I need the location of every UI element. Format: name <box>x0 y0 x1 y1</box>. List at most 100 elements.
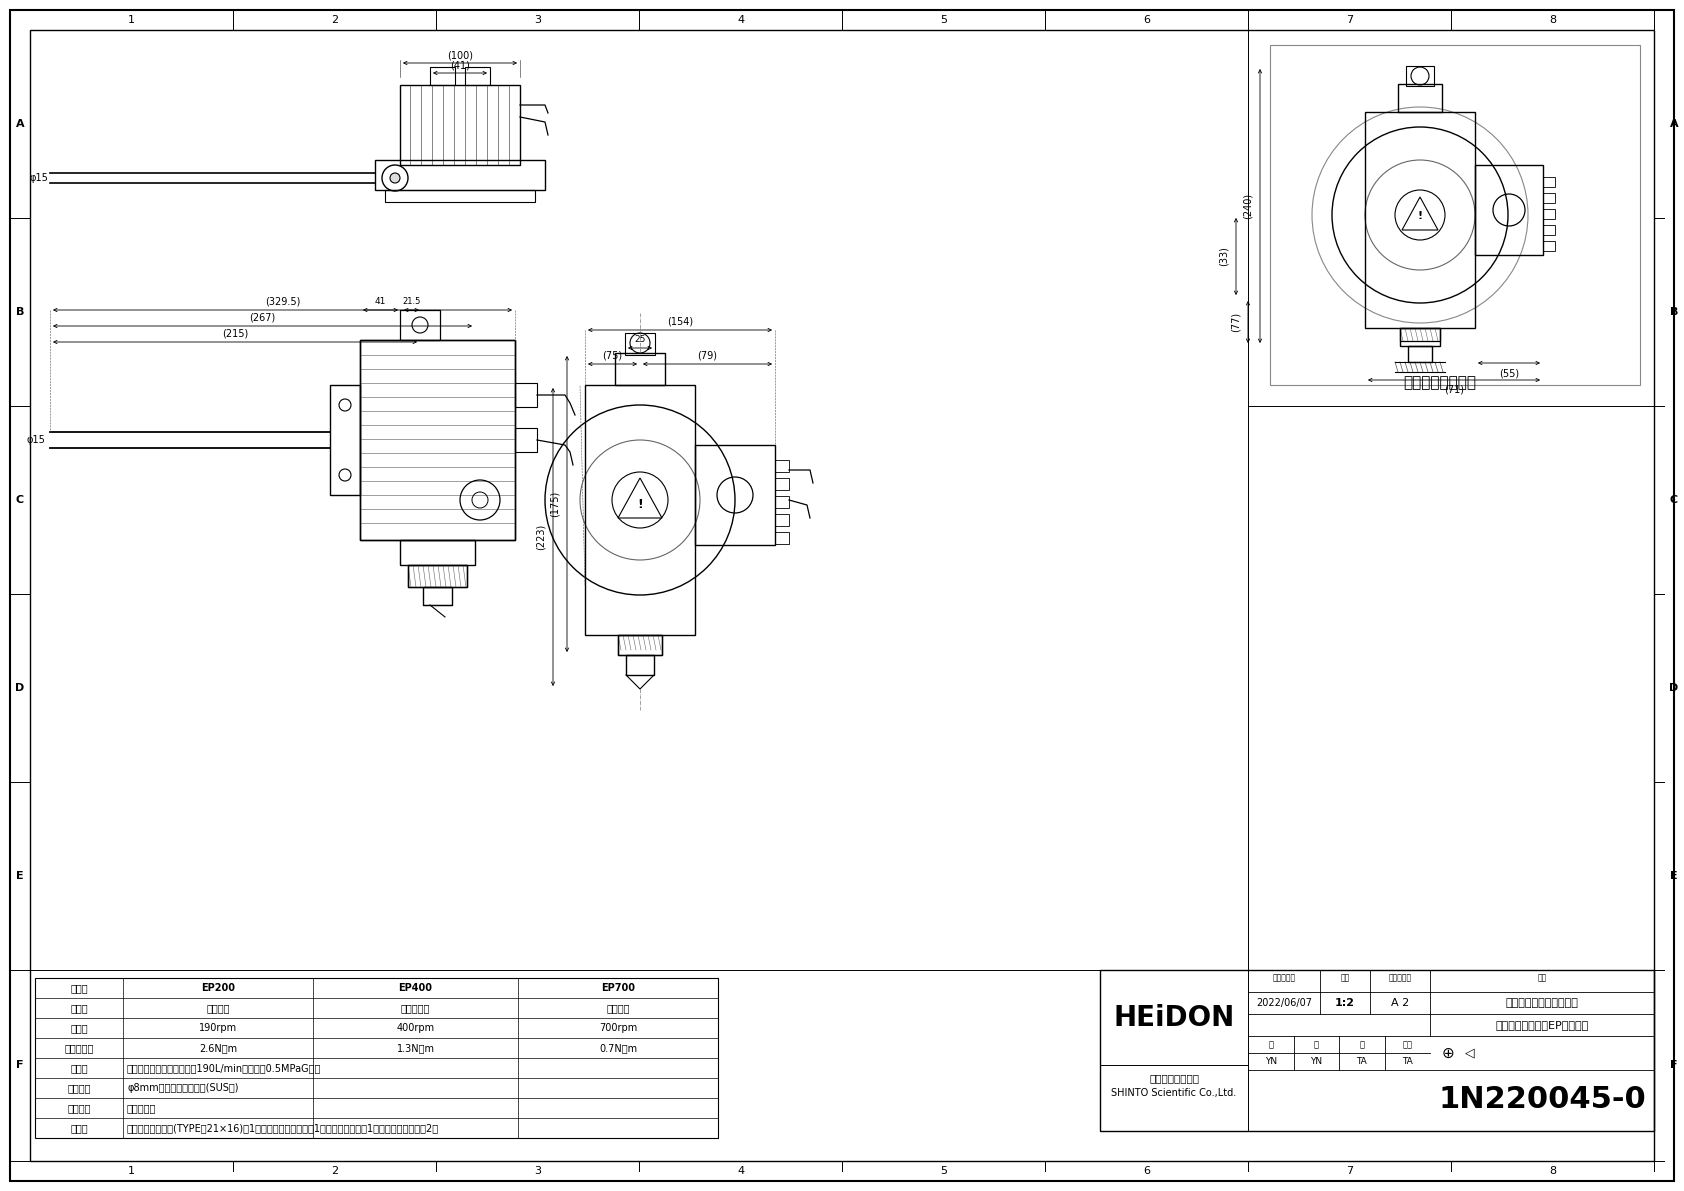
Circle shape <box>391 173 401 183</box>
Text: (55): (55) <box>1499 368 1519 378</box>
Text: 190rpm: 190rpm <box>199 1023 237 1033</box>
Text: 3: 3 <box>534 1166 541 1176</box>
Bar <box>1543 177 1554 187</box>
Bar <box>515 384 537 407</box>
Text: 2.6N・m: 2.6N・m <box>199 1043 237 1053</box>
Text: F: F <box>17 1060 24 1071</box>
Bar <box>1543 225 1554 235</box>
Text: エアーモータ防爆撹拌機: エアーモータ防爆撹拌機 <box>1505 998 1578 1008</box>
Text: 図面サイズ: 図面サイズ <box>1388 973 1411 983</box>
Bar <box>1270 45 1640 385</box>
Bar <box>1100 969 1654 1131</box>
Bar <box>1543 208 1554 219</box>
Bar <box>615 353 665 385</box>
Bar <box>401 540 475 565</box>
Bar <box>695 445 775 545</box>
Text: (33): (33) <box>1219 247 1229 267</box>
Text: (100): (100) <box>446 50 473 60</box>
Bar <box>1398 85 1442 112</box>
Text: 安全カバー装着時: 安全カバー装着時 <box>1403 375 1477 391</box>
Bar <box>775 478 790 490</box>
Text: HEiDON: HEiDON <box>1113 1004 1234 1031</box>
Text: 2022/06/07: 2022/06/07 <box>1256 998 1312 1008</box>
Text: 25: 25 <box>635 335 645 343</box>
Text: 審: 審 <box>1314 1040 1319 1049</box>
Text: 5: 5 <box>940 1166 946 1176</box>
Bar <box>1475 166 1543 255</box>
Bar <box>360 339 515 540</box>
Text: C: C <box>1671 495 1677 505</box>
Text: φ15: φ15 <box>29 173 49 183</box>
Bar <box>1408 347 1431 362</box>
Text: エアーモータ　最大消費量190L/min（無負荷0.5MPaG時）: エアーモータ 最大消費量190L/min（無負荷0.5MPaG時） <box>126 1064 322 1073</box>
Bar <box>376 160 546 191</box>
Text: SHINTO Scientific Co.,Ltd.: SHINTO Scientific Co.,Ltd. <box>1111 1089 1236 1098</box>
Text: (240): (240) <box>1243 193 1253 219</box>
Text: 4: 4 <box>738 1166 744 1176</box>
Text: 高粘度用: 高粘度用 <box>205 1003 229 1014</box>
Bar <box>1543 193 1554 202</box>
Bar <box>360 339 515 540</box>
Text: 計: 計 <box>1268 1040 1273 1049</box>
Text: A: A <box>1671 119 1679 129</box>
Text: EP400: EP400 <box>399 983 433 993</box>
Text: 1.3N・m: 1.3N・m <box>396 1043 434 1053</box>
Text: A 2: A 2 <box>1391 998 1410 1008</box>
Text: 中高粘度用: 中高粘度用 <box>401 1003 429 1014</box>
Text: (175): (175) <box>551 491 561 517</box>
Bar <box>330 385 360 495</box>
Text: ⊕: ⊕ <box>1442 1046 1455 1060</box>
Text: 新東科学株式会社: 新東科学株式会社 <box>1148 1073 1199 1083</box>
Bar <box>386 191 536 202</box>
Bar <box>618 635 662 655</box>
Text: 1N220045-0: 1N220045-0 <box>1438 1085 1645 1115</box>
Text: チャック: チャック <box>67 1083 91 1093</box>
Text: 7: 7 <box>1346 1166 1352 1176</box>
Text: 承: 承 <box>1359 1040 1364 1049</box>
Text: 4: 4 <box>738 15 744 25</box>
Bar <box>625 333 655 355</box>
Text: 400rpm: 400rpm <box>396 1023 434 1033</box>
Text: EP200: EP200 <box>200 983 236 993</box>
Text: (41): (41) <box>450 60 470 70</box>
Text: ◁: ◁ <box>1465 1047 1475 1060</box>
Text: (329.5): (329.5) <box>264 297 300 306</box>
Bar <box>401 85 520 166</box>
Text: E: E <box>1671 871 1677 881</box>
Text: 0.7N・m: 0.7N・m <box>600 1043 637 1053</box>
Text: (71): (71) <box>1443 385 1463 395</box>
Bar <box>401 310 440 339</box>
Text: YN: YN <box>1310 1056 1322 1066</box>
Text: タイプ: タイプ <box>71 983 88 993</box>
Text: (77): (77) <box>1231 312 1241 332</box>
Text: 付属品: 付属品 <box>71 1123 88 1133</box>
Text: 6: 6 <box>1143 15 1150 25</box>
Bar <box>35 978 717 1137</box>
Text: D: D <box>1669 682 1679 693</box>
Text: 2: 2 <box>332 15 338 25</box>
Text: (75): (75) <box>603 350 623 360</box>
Text: 2: 2 <box>332 1166 338 1176</box>
Text: (267): (267) <box>249 312 276 322</box>
Text: φ15: φ15 <box>27 435 45 445</box>
Bar <box>408 565 466 587</box>
Text: モータ: モータ <box>71 1064 88 1073</box>
Bar <box>429 67 455 85</box>
Bar <box>618 635 662 655</box>
Bar <box>775 532 790 544</box>
Text: E: E <box>17 871 24 881</box>
Text: 5: 5 <box>940 15 946 25</box>
Bar <box>626 655 653 675</box>
Text: 6: 6 <box>1143 1166 1150 1176</box>
Text: 21.5: 21.5 <box>402 297 421 306</box>
Text: 安全カバー: 安全カバー <box>126 1103 157 1114</box>
Bar <box>775 460 790 472</box>
Text: 41: 41 <box>376 297 386 306</box>
Text: !: ! <box>637 498 643 511</box>
Text: 8: 8 <box>1549 1166 1556 1176</box>
Text: TA: TA <box>1356 1056 1367 1066</box>
Text: B: B <box>1671 307 1679 317</box>
Text: 図番: 図番 <box>1537 973 1546 983</box>
Text: (215): (215) <box>222 328 248 338</box>
Text: 1: 1 <box>128 15 135 25</box>
